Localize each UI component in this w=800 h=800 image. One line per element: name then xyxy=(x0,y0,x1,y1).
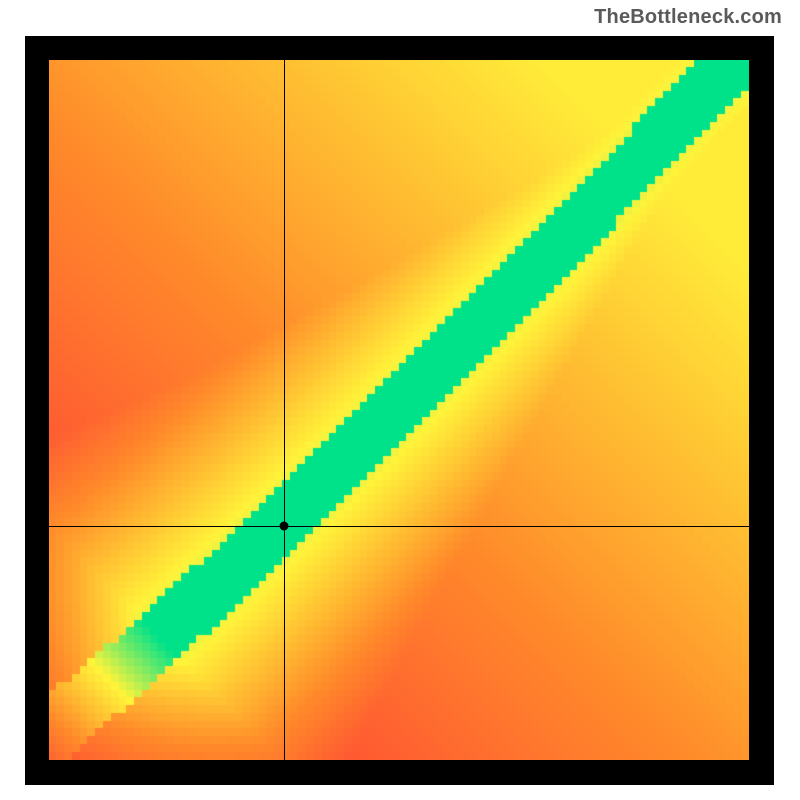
crosshair-marker xyxy=(279,521,288,530)
heatmap-canvas xyxy=(49,60,749,760)
crosshair-horizontal xyxy=(49,526,749,527)
chart-root: TheBottleneck.com xyxy=(0,0,800,800)
chart-plot-area xyxy=(49,60,749,760)
watermark-text: TheBottleneck.com xyxy=(594,6,782,29)
chart-frame xyxy=(25,36,774,785)
crosshair-vertical xyxy=(284,60,285,760)
